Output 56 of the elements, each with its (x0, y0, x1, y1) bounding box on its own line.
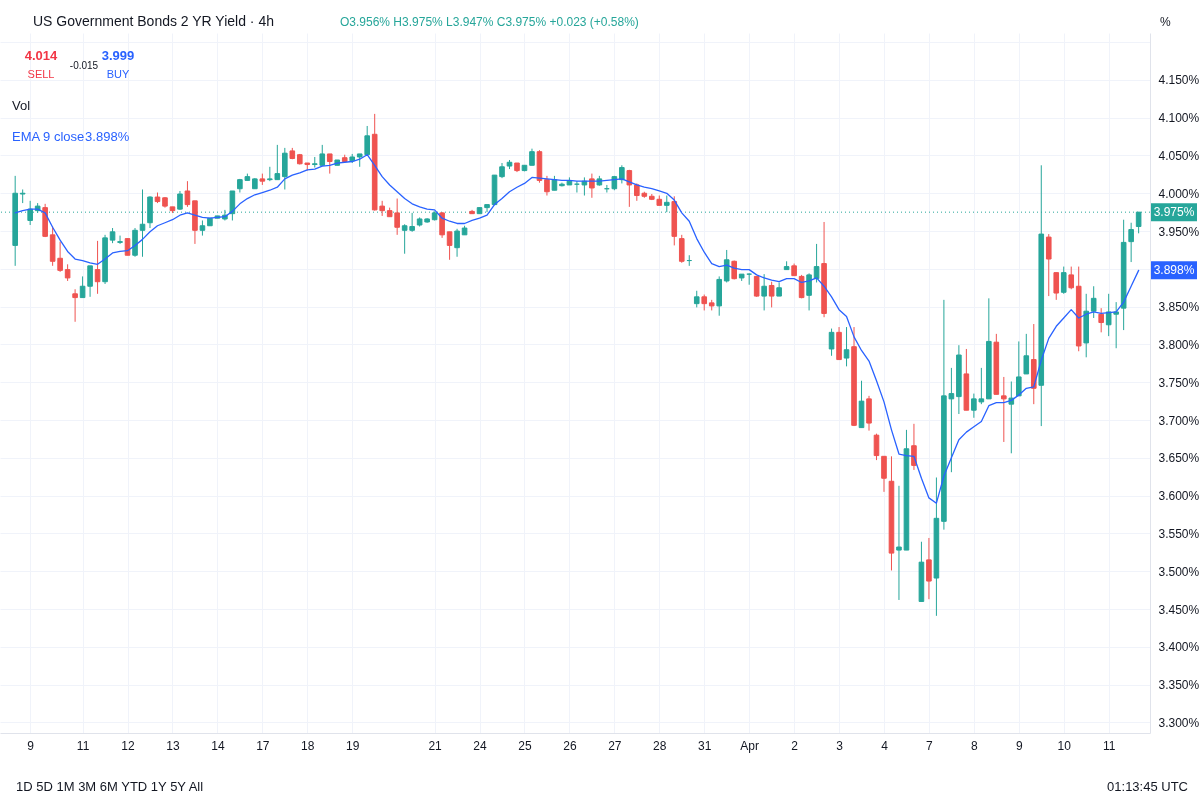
x-tick-label: 8 (971, 738, 979, 753)
x-tick-label: 27 (608, 738, 622, 753)
annotation: SELL (27, 68, 55, 80)
data-label: 3.898% (1153, 263, 1195, 278)
x-tick-label: 9 (1015, 738, 1023, 753)
x-tick-label: 18 (301, 738, 315, 753)
text: 1D 5D 1M 3M 6M YTD 1Y 5Y All (16, 779, 204, 794)
text: 01:13:45 UTC (1107, 779, 1188, 794)
x-tick-label: 3 (836, 738, 844, 753)
y-tick-label: 3.800% (1158, 337, 1200, 352)
chart-title: US Government Bonds 2 YR Yield · 4h (33, 13, 274, 29)
x-tick-label: 14 (211, 738, 225, 753)
y-tick-label: 4.150% (1158, 73, 1200, 88)
y-tick-label: 3.650% (1158, 451, 1200, 466)
x-tick-label: 11 (76, 738, 90, 753)
x-tick-label: Apr (740, 738, 760, 753)
x-tick-label: 31 (698, 738, 712, 753)
y-tick-label: 3.500% (1158, 564, 1200, 579)
annotation: 4.014 (24, 48, 59, 63)
y-tick-label: 3.600% (1158, 489, 1200, 504)
text: O3.956% H3.975% L3.947% C3.975% +0.023 (+0.58%) (340, 15, 639, 29)
y-tick-label: 3.850% (1158, 300, 1200, 315)
x-tick-label: 9 (27, 738, 35, 753)
text: EMA 9 close (12, 129, 85, 144)
y-tick-label: 3.750% (1158, 375, 1200, 390)
text: 3.898% (85, 129, 130, 144)
x-tick-label: 26 (563, 738, 577, 753)
x-tick-label: 11 (1102, 738, 1116, 753)
y-tick-label: 3.300% (1158, 715, 1200, 730)
annotation: Vol (12, 98, 31, 113)
annotation: 3.999 (101, 48, 135, 63)
x-tick-label: 28 (653, 738, 667, 753)
x-tick-label: 25 (518, 738, 532, 753)
y-tick-label: 4.050% (1158, 148, 1200, 163)
x-tick-label: 13 (166, 738, 180, 753)
y-tick-label: 4.100% (1158, 111, 1200, 126)
y-tick-label: 4.000% (1158, 186, 1200, 201)
x-tick-label: 12 (121, 738, 136, 753)
x-tick-label: 24 (473, 738, 488, 753)
x-tick-label: 7 (926, 738, 934, 753)
annotation: BUY (106, 68, 130, 80)
x-tick-label: 17 (256, 738, 270, 753)
x-tick-label: 10 (1057, 738, 1072, 753)
annotation: -0.015 (69, 60, 99, 71)
ref-line-label: 3.975% (1153, 205, 1195, 220)
y-tick-label: 3.700% (1158, 413, 1200, 428)
x-tick-label: 19 (346, 738, 360, 753)
y-tick-label: 3.950% (1158, 224, 1200, 239)
y-tick-label: 3.400% (1158, 640, 1200, 655)
x-tick-label: 2 (791, 738, 799, 753)
y-tick-label: 3.450% (1158, 602, 1200, 617)
x-tick-label: 4 (881, 738, 889, 753)
y-tick-label: 3.550% (1158, 526, 1200, 541)
text: % (1160, 15, 1171, 29)
x-tick-label: 21 (428, 738, 443, 753)
y-tick-label: 3.350% (1158, 678, 1200, 693)
